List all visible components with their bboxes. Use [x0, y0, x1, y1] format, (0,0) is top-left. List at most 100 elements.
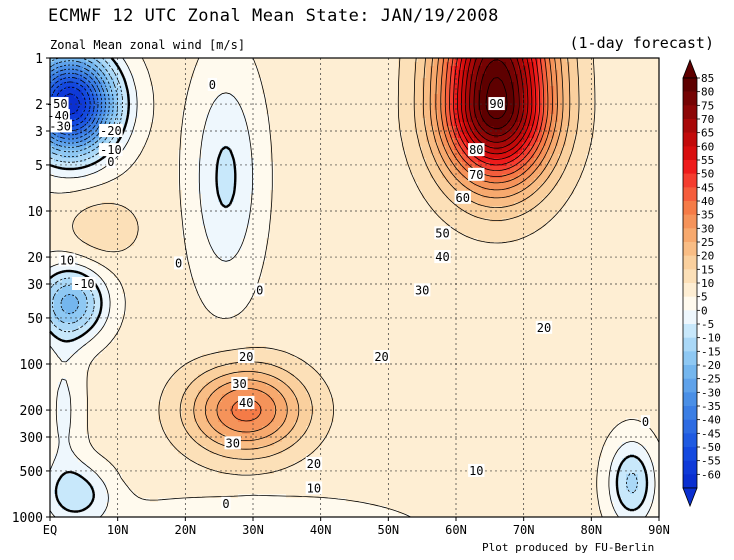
- x-tick-label: 80N: [580, 523, 602, 537]
- contour-label: 10: [469, 464, 483, 478]
- contour-line: [204, 57, 564, 441]
- x-tick-label: 10N: [107, 523, 129, 537]
- contour-label: 10: [307, 481, 321, 495]
- contour-label-bg: [255, 283, 265, 297]
- x-tick-label: 90N: [648, 523, 670, 537]
- x-tick-label: 30N: [242, 523, 264, 537]
- y-tick-label: 500: [20, 465, 43, 480]
- contour-label-bg: [231, 376, 248, 390]
- y-tick-label: 30: [27, 278, 43, 293]
- colorbar-segment: [683, 119, 697, 133]
- contour-line: [457, 57, 537, 160]
- contour-label: 70: [469, 168, 483, 182]
- contour-label-bg: [434, 226, 451, 240]
- colorbar-label: -15: [701, 345, 721, 358]
- y-tick-label: 100: [20, 358, 43, 373]
- contour-label: -20: [100, 124, 122, 138]
- contour-label-bg: [48, 119, 72, 133]
- contour-label: 10: [60, 253, 74, 267]
- colorbar-segment: [683, 296, 697, 311]
- contour-label: 0: [642, 415, 649, 429]
- contour-label-bg: [238, 396, 255, 410]
- contour-label: 20: [239, 350, 253, 364]
- contour-label: 20: [307, 457, 321, 471]
- contour-label: 80: [469, 143, 483, 157]
- contour-label: 50: [435, 226, 449, 240]
- contour-label: 0: [175, 256, 182, 270]
- y-tick-label: 20: [27, 251, 43, 266]
- colorbar-label: -45: [701, 427, 721, 440]
- colorbar-segment: [683, 447, 697, 461]
- contour-label: 90: [489, 97, 503, 111]
- y-tick-label: 5: [35, 159, 43, 174]
- chart-subtitle: Zonal Mean zonal wind [m/s]: [50, 38, 246, 52]
- y-tick-label: 2: [35, 98, 43, 113]
- x-tick-label: 40N: [310, 523, 332, 537]
- contour-label: 20: [374, 350, 388, 364]
- colorbar-label: 15: [701, 263, 714, 276]
- x-tick-label: 70N: [513, 523, 535, 537]
- colorbar-segment: [683, 78, 697, 92]
- colorbar-label: 85: [701, 72, 714, 85]
- contour-label: 0: [107, 155, 114, 169]
- colorbar-top-cap: [682, 58, 698, 79]
- colorbar-label: -5: [701, 318, 714, 331]
- contour-label-bg: [173, 256, 184, 270]
- colorbar-segment: [683, 146, 697, 161]
- contour-label-bg: [373, 349, 390, 363]
- colorbar-label: 70: [701, 113, 714, 126]
- colorbar-segment: [683, 91, 697, 106]
- contour-label: 0: [209, 78, 216, 92]
- contour-label-bg: [44, 97, 69, 111]
- y-tick-label: 1000: [12, 511, 43, 526]
- colorbar-segment: [683, 324, 697, 338]
- x-tick-label: EQ: [43, 523, 57, 537]
- colorbar-segment: [683, 201, 697, 215]
- colorbar-segment: [683, 378, 697, 393]
- colorbar-segment: [683, 160, 697, 174]
- contour-label: 20: [537, 321, 551, 335]
- colorbar-label: 60: [701, 140, 714, 153]
- contour-label: 40: [435, 250, 449, 264]
- contour-label-bg: [468, 463, 485, 477]
- y-tick-label: 3: [35, 125, 43, 140]
- contour-line: [478, 59, 515, 129]
- colorbar-label: 35: [701, 209, 714, 222]
- contour-label-bg: [488, 97, 505, 111]
- colorbar-label: -30: [701, 386, 721, 399]
- contour-label: 40: [239, 396, 253, 410]
- y-tick-label: 1: [35, 52, 43, 67]
- contour-label-bg: [72, 276, 96, 290]
- colorbar-label: 55: [701, 154, 714, 167]
- contour-label-bg: [305, 456, 323, 470]
- contour-label-bg: [221, 496, 231, 510]
- contour-label-bg: [535, 320, 553, 334]
- colorbar-segment: [683, 392, 697, 407]
- y-tick-label: 200: [20, 404, 43, 419]
- colorbar-segment: [683, 365, 697, 379]
- contour-labels: 90 80 70 60 50 40 30 20 20 20 30 40 30 20 10 10 0 0 0 0 0 -50…: [44, 77, 651, 511]
- contour-line: [473, 57, 520, 137]
- plot-frame: [49, 57, 660, 518]
- colorbar-segment: [683, 406, 697, 420]
- contour-line: [72, 57, 596, 476]
- page-title: ECMWF 12 UTC Zonal Mean State: JAN/19/20…: [48, 6, 499, 26]
- forecast-label: (1-day forecast): [569, 34, 715, 52]
- colorbar-segment: [683, 255, 697, 270]
- contour-label-bg: [454, 190, 471, 204]
- colorbar-segment: [683, 132, 697, 147]
- contour-label-bg: [46, 109, 70, 123]
- contour-label: 0: [222, 497, 229, 511]
- colorbar-segment: [683, 310, 697, 325]
- colorbar-segment: [683, 214, 697, 229]
- contour-label: -10: [100, 143, 122, 157]
- colorbar-label: 75: [701, 99, 714, 112]
- contour-label: -50: [46, 97, 68, 111]
- colorbar-label: 25: [701, 236, 714, 249]
- colorbar-label: -40: [701, 414, 721, 427]
- colorbar-label: 50: [701, 168, 714, 181]
- colorbar-label: 30: [701, 222, 714, 235]
- contour-line: [49, 68, 103, 140]
- contour-label-bg: [640, 415, 651, 429]
